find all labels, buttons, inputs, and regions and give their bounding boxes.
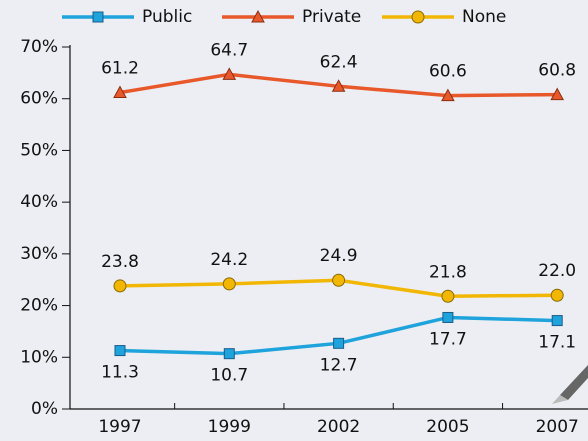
marker [334,338,344,348]
legend-label: Private [302,7,361,27]
x-tick-label: 1997 [98,417,141,437]
data-label: 17.7 [429,329,467,349]
data-label: 61.2 [101,59,139,79]
x-tick-label: 2002 [317,417,360,437]
data-label: 60.6 [429,62,467,82]
data-label: 60.8 [538,61,576,81]
marker [223,278,235,290]
y-tick-label: 70% [20,37,58,57]
marker [412,11,424,23]
marker [333,274,345,286]
data-label: 17.1 [538,333,576,353]
y-tick-label: 50% [20,140,58,160]
y-tick-label: 60% [20,89,58,109]
data-label: 62.4 [320,52,358,72]
marker [551,289,563,301]
y-tick-label: 20% [20,296,58,316]
legend-label: Public [142,7,192,27]
data-label: 12.7 [320,355,358,375]
marker [93,12,103,22]
data-label: 24.2 [210,250,248,270]
data-label: 21.8 [429,262,467,282]
marker [115,346,125,356]
data-label: 24.9 [320,246,358,266]
y-tick-label: 0% [31,399,58,419]
data-label: 11.3 [101,363,139,383]
data-label: 10.7 [210,366,248,386]
marker [114,280,126,292]
x-tick-label: 1999 [208,417,251,437]
x-tick-label: 2005 [426,417,469,437]
chart: 0% 10% 20% 30% 40% 50% 60% 70% 1997 1999 2002 2005 2… [0,0,588,441]
y-tick-label: 10% [20,347,58,367]
pencil [552,365,588,404]
marker [224,349,234,359]
marker [442,290,454,302]
data-label: 64.7 [210,40,248,60]
y-tick-label: 40% [20,192,58,212]
marker [443,312,453,322]
x-tick-label: 2007 [536,417,579,437]
y-tick-label: 30% [20,244,58,264]
data-label: 23.8 [101,252,139,272]
marker [552,316,562,326]
legend-label: None [462,7,506,27]
data-label: 22.0 [538,261,576,281]
